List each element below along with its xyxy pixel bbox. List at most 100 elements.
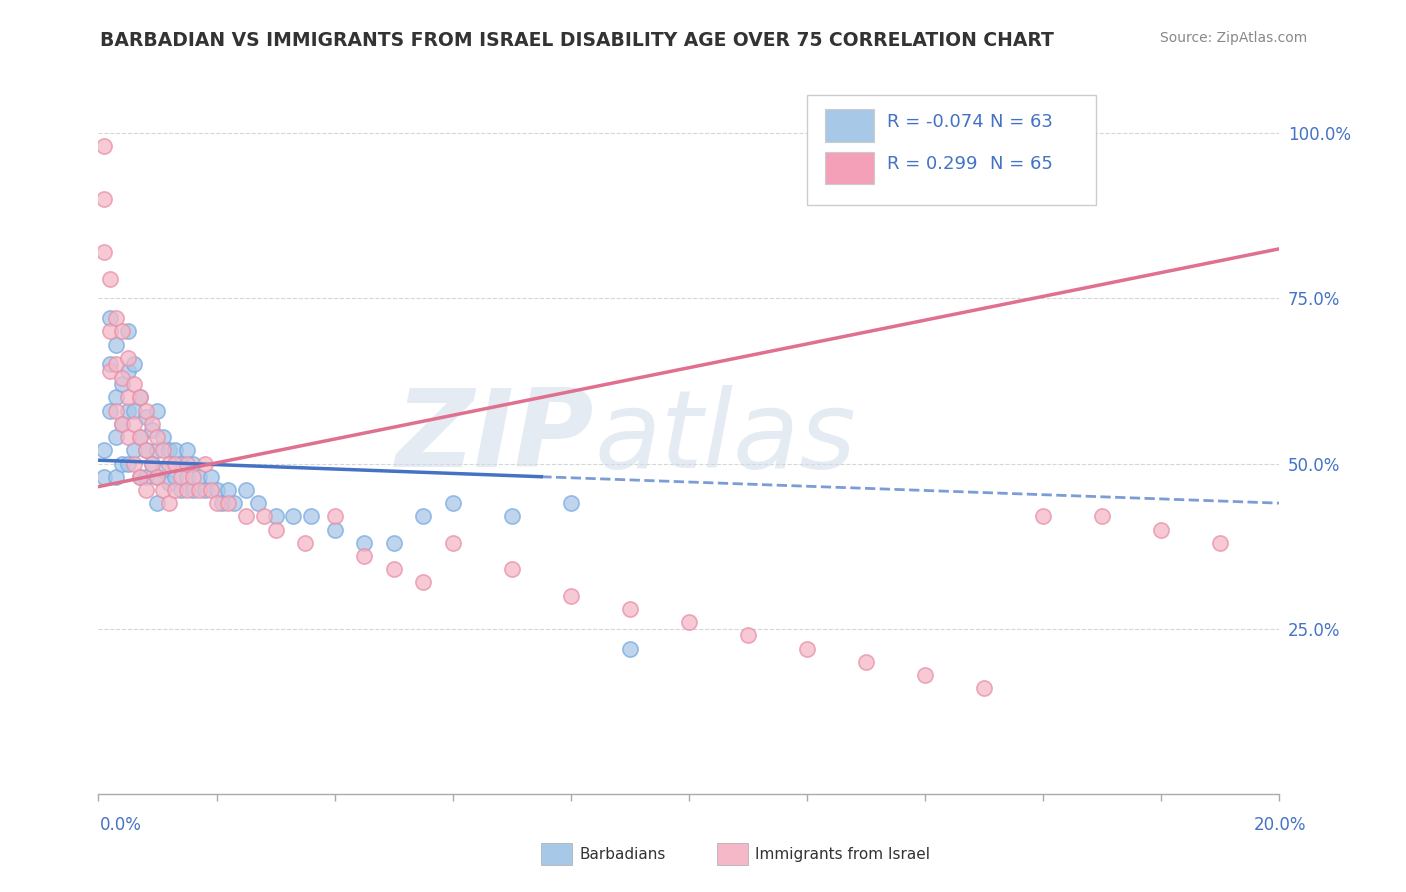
Point [323, 523, 346, 537]
Point [170, 483, 193, 497]
FancyBboxPatch shape [807, 95, 1097, 205]
Point [181, 483, 204, 497]
Point [157, 476, 180, 491]
Point [105, 358, 128, 372]
Point [117, 457, 139, 471]
Point [678, 615, 700, 629]
Point [122, 403, 145, 417]
Point [176, 443, 198, 458]
Point [187, 469, 209, 483]
Point [93, 443, 115, 458]
Text: 0.0%: 0.0% [100, 816, 142, 834]
Point [205, 483, 228, 497]
Point [98, 324, 121, 338]
Point [501, 562, 523, 576]
Point [187, 483, 209, 497]
Point [135, 410, 157, 425]
Point [122, 358, 145, 372]
Point [111, 417, 134, 431]
Point [98, 358, 121, 372]
Text: 20.0%: 20.0% [1254, 816, 1306, 834]
Point [93, 192, 115, 206]
Point [146, 469, 169, 483]
Point [194, 483, 217, 497]
Point [253, 509, 276, 524]
Text: N = 65: N = 65 [990, 155, 1053, 173]
Text: N = 63: N = 63 [990, 112, 1053, 130]
Point [165, 483, 187, 497]
Point [170, 457, 193, 471]
Point [560, 496, 582, 510]
Text: atlas: atlas [595, 384, 856, 490]
Point [170, 469, 193, 483]
Point [105, 403, 128, 417]
Point [141, 417, 163, 431]
Point [176, 469, 198, 483]
Point [98, 403, 121, 417]
Point [165, 443, 187, 458]
Point [111, 324, 134, 338]
Point [105, 391, 128, 405]
Point [165, 457, 187, 471]
Point [914, 668, 936, 682]
Point [117, 430, 139, 444]
Point [152, 443, 174, 458]
Text: ZIP: ZIP [396, 384, 595, 490]
Point [152, 430, 174, 444]
Point [128, 469, 150, 483]
Point [165, 469, 187, 483]
Text: Immigrants from Israel: Immigrants from Israel [755, 847, 929, 862]
Point [122, 377, 145, 392]
Point [157, 496, 180, 510]
Point [1150, 523, 1173, 537]
Point [619, 641, 641, 656]
Point [217, 483, 239, 497]
Point [122, 457, 145, 471]
Point [98, 271, 121, 285]
Point [152, 483, 174, 497]
Text: R = 0.299: R = 0.299 [887, 155, 977, 173]
Point [98, 311, 121, 326]
Point [146, 469, 169, 483]
Point [181, 457, 204, 471]
Point [176, 483, 198, 497]
Text: R = -0.074: R = -0.074 [887, 112, 984, 130]
Point [619, 602, 641, 616]
Point [105, 311, 128, 326]
Point [412, 509, 434, 524]
Point [128, 391, 150, 405]
Point [205, 496, 228, 510]
Point [441, 496, 464, 510]
Point [1091, 509, 1114, 524]
Point [283, 509, 305, 524]
Point [246, 496, 269, 510]
Point [117, 391, 139, 405]
Point [323, 509, 346, 524]
Point [152, 463, 174, 477]
Text: BARBADIAN VS IMMIGRANTS FROM ISRAEL DISABILITY AGE OVER 75 CORRELATION CHART: BARBADIAN VS IMMIGRANTS FROM ISRAEL DISA… [100, 31, 1053, 50]
Point [111, 377, 134, 392]
Point [128, 430, 150, 444]
Point [264, 523, 287, 537]
Point [501, 509, 523, 524]
Point [194, 457, 217, 471]
Point [128, 430, 150, 444]
Point [122, 443, 145, 458]
Point [796, 641, 818, 656]
Point [264, 509, 287, 524]
Point [412, 575, 434, 590]
Point [382, 562, 405, 576]
Point [146, 443, 169, 458]
Point [1209, 536, 1232, 550]
Point [111, 417, 134, 431]
Point [353, 549, 375, 563]
Point [157, 443, 180, 458]
Point [200, 483, 222, 497]
Text: Source: ZipAtlas.com: Source: ZipAtlas.com [1160, 31, 1308, 45]
Point [294, 536, 316, 550]
Point [141, 424, 163, 438]
Point [224, 496, 246, 510]
Point [117, 403, 139, 417]
FancyBboxPatch shape [825, 152, 875, 185]
Point [141, 457, 163, 471]
